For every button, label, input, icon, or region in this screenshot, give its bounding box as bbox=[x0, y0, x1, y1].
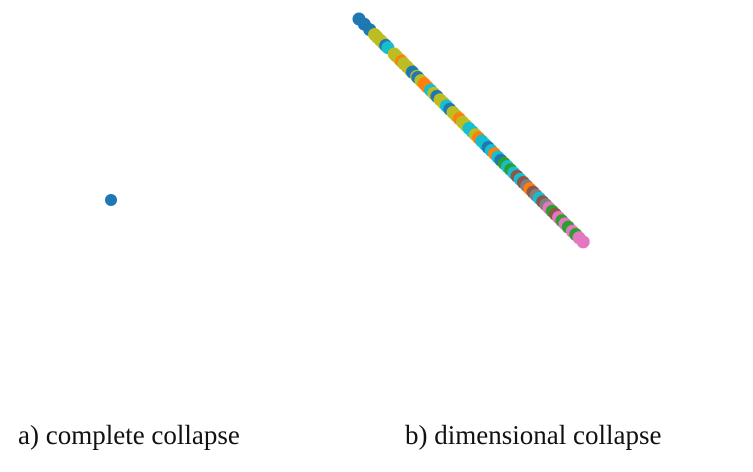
complete-collapse-scatter-plot bbox=[105, 194, 117, 206]
caption-complete-collapse: a) complete collapse bbox=[18, 420, 240, 450]
complete-collapse-point-0 bbox=[105, 194, 117, 206]
caption-dimensional-collapse: b) dimensional collapse bbox=[405, 420, 662, 450]
dimensional-collapse-scatter-plot bbox=[352, 12, 590, 249]
dimensional-collapse-point-69 bbox=[576, 235, 590, 249]
